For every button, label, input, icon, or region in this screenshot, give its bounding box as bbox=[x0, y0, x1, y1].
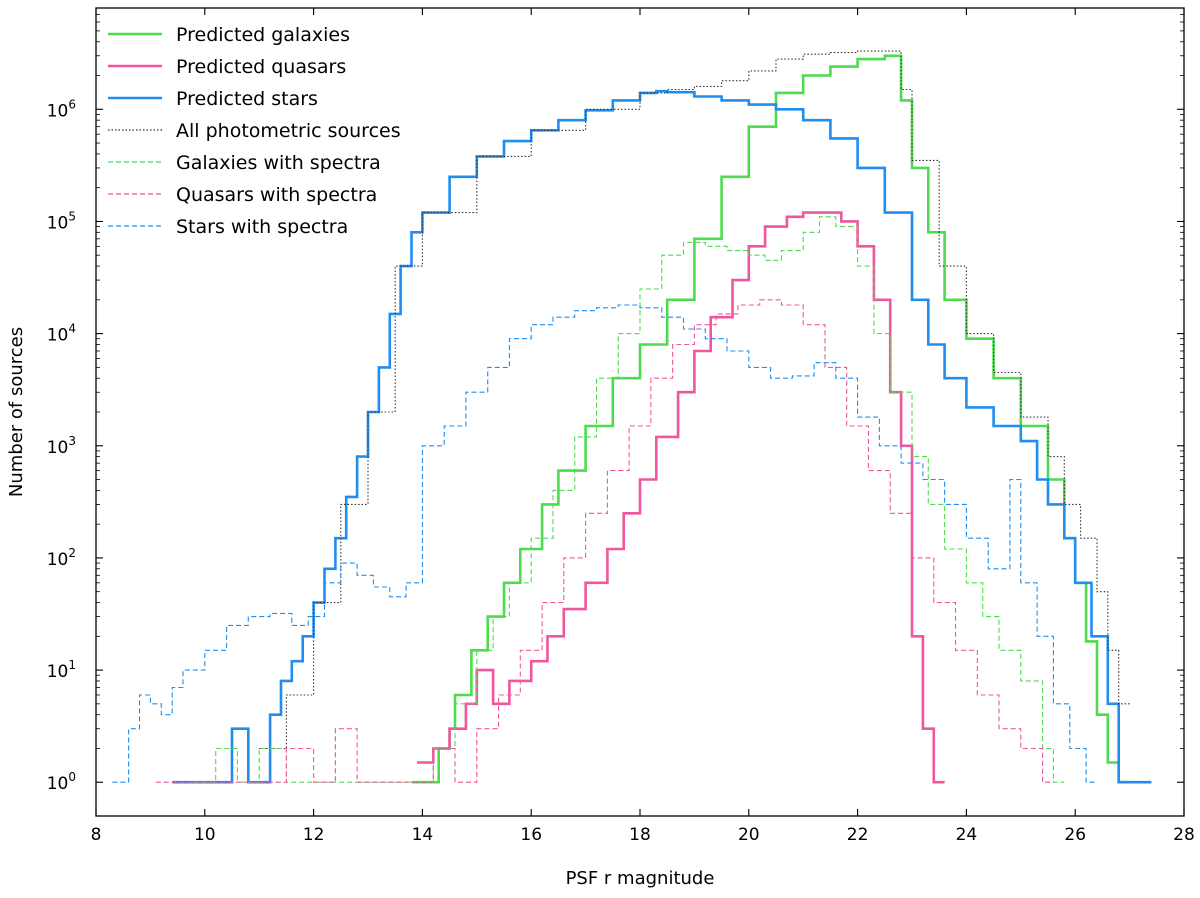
y-axis-label: Number of sources bbox=[6, 327, 27, 497]
y-tick-label-exponent: 5 bbox=[68, 209, 76, 223]
series-layer bbox=[112, 50, 1152, 784]
legend-label: Galaxies with spectra bbox=[176, 152, 381, 174]
y-tick-label-base: 10 bbox=[47, 213, 69, 233]
x-tick-label: 28 bbox=[1173, 825, 1195, 845]
series-galaxies-with-spectra bbox=[193, 216, 1065, 783]
y-tick-label-base: 10 bbox=[47, 438, 69, 458]
series-all-photometric-sources bbox=[259, 50, 1130, 750]
series-predicted-quasars bbox=[417, 211, 945, 784]
x-tick-label: 18 bbox=[629, 825, 651, 845]
x-tick-label: 12 bbox=[303, 825, 325, 845]
series-quasars-with-spectra bbox=[155, 299, 1054, 783]
y-tick-label-base: 10 bbox=[47, 774, 69, 794]
x-tick-label: 26 bbox=[1064, 825, 1086, 845]
y-tick-label: 105 bbox=[47, 209, 76, 233]
legend: Predicted galaxies Predicted quasars Predi… bbox=[108, 24, 401, 238]
series-stars-with-spectra bbox=[112, 304, 1097, 783]
y-tick-label: 101 bbox=[47, 658, 76, 682]
legend-label: Quasars with spectra bbox=[176, 184, 377, 206]
x-tick-label: 16 bbox=[520, 825, 542, 845]
x-axis-label: PSF r magnitude bbox=[566, 868, 715, 889]
legend-label: Stars with spectra bbox=[176, 216, 348, 238]
legend-label: Predicted stars bbox=[176, 88, 318, 110]
y-tick-label-exponent: 1 bbox=[68, 658, 76, 672]
legend-label: Predicted quasars bbox=[176, 56, 346, 78]
x-tick-label: 22 bbox=[847, 825, 869, 845]
y-tick-label-exponent: 6 bbox=[68, 97, 76, 111]
y-tick-label-exponent: 4 bbox=[68, 322, 76, 336]
legend-label: Predicted galaxies bbox=[176, 24, 350, 46]
axis-ticks: 8 10 12 14 16 18 20 22 24 26 281001011021031041051… bbox=[47, 7, 1195, 845]
y-tick-label: 106 bbox=[47, 97, 76, 121]
y-tick-label-exponent: 2 bbox=[68, 546, 76, 560]
y-tick-label-base: 10 bbox=[47, 662, 69, 682]
x-tick-label: 24 bbox=[956, 825, 978, 845]
series-predicted-galaxies bbox=[411, 54, 1130, 784]
legend-label: All photometric sources bbox=[176, 120, 401, 142]
x-tick-label: 8 bbox=[91, 825, 102, 845]
y-tick-label-exponent: 3 bbox=[68, 434, 76, 448]
x-tick-label: 14 bbox=[412, 825, 434, 845]
y-tick-label: 100 bbox=[47, 770, 76, 794]
y-tick-label-base: 10 bbox=[47, 326, 69, 346]
x-tick-label: 20 bbox=[738, 825, 760, 845]
y-tick-label: 103 bbox=[47, 434, 76, 458]
y-tick-label: 104 bbox=[47, 322, 76, 346]
y-tick-label-exponent: 0 bbox=[68, 770, 76, 784]
series-predicted-stars bbox=[172, 89, 1152, 784]
y-tick-label-base: 10 bbox=[47, 101, 69, 121]
x-tick-label: 10 bbox=[194, 825, 216, 845]
y-tick-label-base: 10 bbox=[47, 550, 69, 570]
y-tick-label: 102 bbox=[47, 546, 76, 570]
